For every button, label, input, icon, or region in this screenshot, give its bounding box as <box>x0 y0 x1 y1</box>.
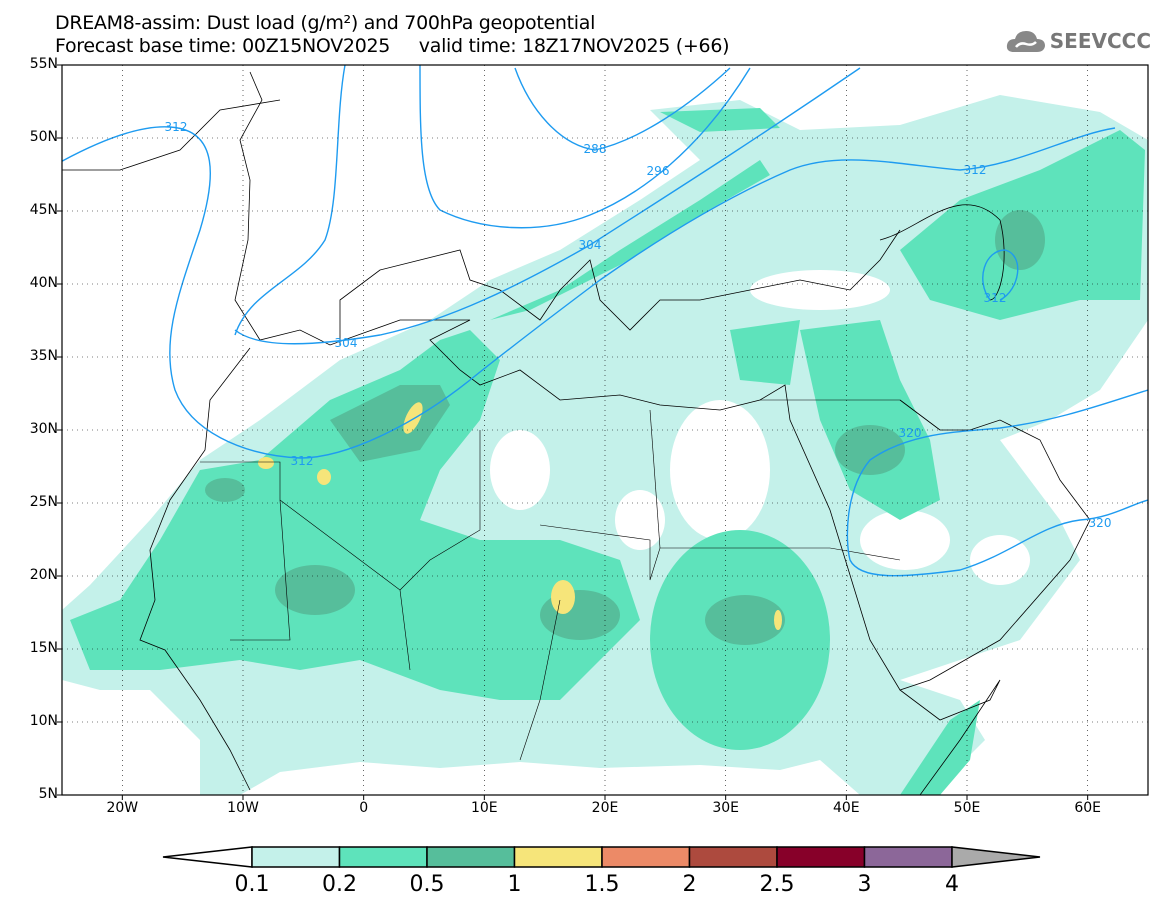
gridlines <box>62 65 1148 795</box>
colorbar-max-arrow <box>951 846 1041 868</box>
colorbar-label: 1 <box>507 872 522 897</box>
colorbar-label: 2.5 <box>759 872 795 897</box>
lon-label: 30E <box>712 800 739 816</box>
contour-label: 312 <box>165 120 188 134</box>
lat-label: 5N <box>38 786 58 802</box>
lon-label: 10W <box>227 800 259 816</box>
contour-label: 288 <box>584 142 607 156</box>
country-borders <box>200 399 941 761</box>
colorbar-min-arrow <box>162 846 253 868</box>
lon-label: 10E <box>470 800 498 816</box>
colorbar-swatch <box>426 846 516 868</box>
map-title: DREAM8-assim: Dust load (g/m²) and 700hP… <box>55 12 596 34</box>
colorbar-swatch <box>251 846 341 868</box>
contour-labels: 312 288 296 304 304 312 312 312 320 320 <box>165 120 1112 530</box>
lat-label: 35N <box>29 348 58 364</box>
colorbar-label: 1.5 <box>584 872 620 897</box>
cloud-icon <box>1006 31 1045 52</box>
colorbar-swatch <box>776 846 866 868</box>
lat-label: 45N <box>29 202 58 218</box>
lat-label: 30N <box>29 421 58 437</box>
lon-label: 20W <box>106 800 139 816</box>
lat-label: 10N <box>29 713 58 729</box>
lat-label: 50N <box>29 129 58 145</box>
colorbar-label: 0.1 <box>234 872 270 897</box>
colorbar-swatch <box>601 846 691 868</box>
colorbar-swatch <box>688 846 778 868</box>
contour-label: 320 <box>899 426 922 440</box>
colorbar-label: 0.5 <box>409 872 445 897</box>
contour-label: 304 <box>335 336 358 350</box>
contour-label: 312 <box>984 291 1007 305</box>
contour-label: 296 <box>647 164 670 178</box>
lon-label: 0 <box>359 800 369 816</box>
colorbar-label: 2 <box>682 872 697 897</box>
colorbar-label: 4 <box>945 872 959 897</box>
lat-label: 40N <box>29 275 58 291</box>
lon-label: 20E <box>591 800 619 816</box>
coastlines <box>62 71 1091 795</box>
colorbar <box>162 846 1041 868</box>
lat-label: 55N <box>29 56 58 72</box>
contour-label: 320 <box>1089 516 1112 530</box>
lon-label: 50E <box>953 800 981 816</box>
dust-high <box>258 402 782 630</box>
contour-label: 304 <box>579 238 602 252</box>
lat-label: 15N <box>29 640 58 656</box>
forecast-times: Forecast base time: 00Z15NOV2025 valid t… <box>55 35 730 57</box>
contour-label: 312 <box>291 454 314 468</box>
colorbar-swatch <box>863 846 953 868</box>
colorbar-swatch <box>513 846 603 868</box>
lat-label: 25N <box>29 494 58 510</box>
dust-dark <box>205 210 1045 645</box>
colorbar-label: 3 <box>857 872 872 897</box>
colorbar-label: 0.2 <box>322 872 357 897</box>
lon-label: 60E <box>1074 800 1101 816</box>
colorbar-swatch <box>338 846 428 868</box>
lat-label: 20N <box>29 567 58 583</box>
seevccc-logo: SEEVCCC <box>1006 28 1151 54</box>
logo-text: SEEVCCC <box>1049 29 1151 53</box>
lon-label: 40E <box>832 800 860 816</box>
contour-label: 312 <box>964 163 987 177</box>
